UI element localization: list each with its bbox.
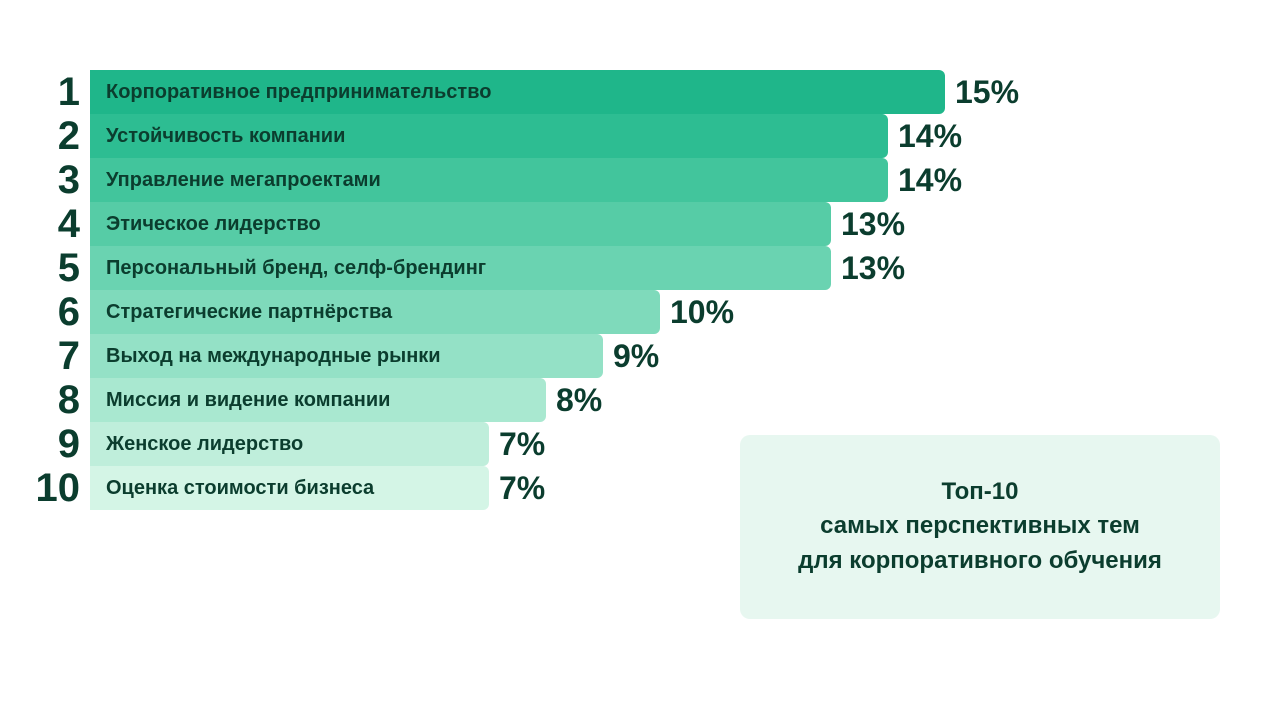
- bar-label: Женское лидерство: [106, 433, 303, 456]
- bar: Устойчивость компании: [90, 114, 888, 158]
- chart-row: 8 Миссия и видение компании 8%: [30, 378, 1019, 422]
- bar-label: Управление мегапроектами: [106, 169, 381, 192]
- bar: Женское лидерство: [90, 422, 489, 466]
- bar: Этическое лидерство: [90, 202, 831, 246]
- bar: Управление мегапроектами: [90, 158, 888, 202]
- rank-number: 5: [30, 248, 90, 288]
- percent-value: 14%: [898, 164, 962, 196]
- bar: Корпоративное предпринимательство: [90, 70, 945, 114]
- bar-label: Устойчивость компании: [106, 125, 345, 148]
- bar: Персональный бренд, селф-брендинг: [90, 246, 831, 290]
- bar-label: Корпоративное предпринимательство: [106, 81, 491, 104]
- bar-label: Стратегические партнёрства: [106, 301, 392, 324]
- chart-row: 3 Управление мегапроектами 14%: [30, 158, 1019, 202]
- rank-number: 4: [30, 204, 90, 244]
- bar: Выход на международные рынки: [90, 334, 603, 378]
- percent-value: 8%: [556, 384, 602, 416]
- rank-number: 9: [30, 424, 90, 464]
- bar-label: Выход на международные рынки: [106, 345, 441, 368]
- caption-line: самых перспективных тем: [770, 509, 1190, 544]
- bar-label: Персональный бренд, селф-брендинг: [106, 257, 486, 280]
- bar: Миссия и видение компании: [90, 378, 546, 422]
- bar-label: Оценка стоимости бизнеса: [106, 477, 374, 500]
- rank-number: 10: [30, 468, 90, 508]
- chart-row: 5 Персональный бренд, селф-брендинг 13%: [30, 246, 1019, 290]
- bar-label: Миссия и видение компании: [106, 389, 390, 412]
- chart-row: 7 Выход на международные рынки 9%: [30, 334, 1019, 378]
- percent-value: 7%: [499, 428, 545, 460]
- caption-line: Топ-10: [770, 475, 1190, 510]
- chart-row: 2 Устойчивость компании 14%: [30, 114, 1019, 158]
- caption-box: Топ-10 самых перспективных тем для корпо…: [740, 435, 1220, 619]
- percent-value: 7%: [499, 472, 545, 504]
- chart-row: 4 Этическое лидерство 13%: [30, 202, 1019, 246]
- percent-value: 10%: [670, 296, 734, 328]
- chart-row: 6 Стратегические партнёрства 10%: [30, 290, 1019, 334]
- percent-value: 13%: [841, 208, 905, 240]
- caption-line: для корпоративного обучения: [770, 544, 1190, 579]
- rank-number: 7: [30, 336, 90, 376]
- rank-number: 3: [30, 160, 90, 200]
- percent-value: 9%: [613, 340, 659, 372]
- rank-number: 1: [30, 72, 90, 112]
- chart-row: 1 Корпоративное предпринимательство 15%: [30, 70, 1019, 114]
- rank-number: 8: [30, 380, 90, 420]
- percent-value: 15%: [955, 76, 1019, 108]
- percent-value: 14%: [898, 120, 962, 152]
- bar: Оценка стоимости бизнеса: [90, 466, 489, 510]
- bar: Стратегические партнёрства: [90, 290, 660, 334]
- percent-value: 13%: [841, 252, 905, 284]
- bar-label: Этическое лидерство: [106, 213, 321, 236]
- rank-number: 2: [30, 116, 90, 156]
- rank-number: 6: [30, 292, 90, 332]
